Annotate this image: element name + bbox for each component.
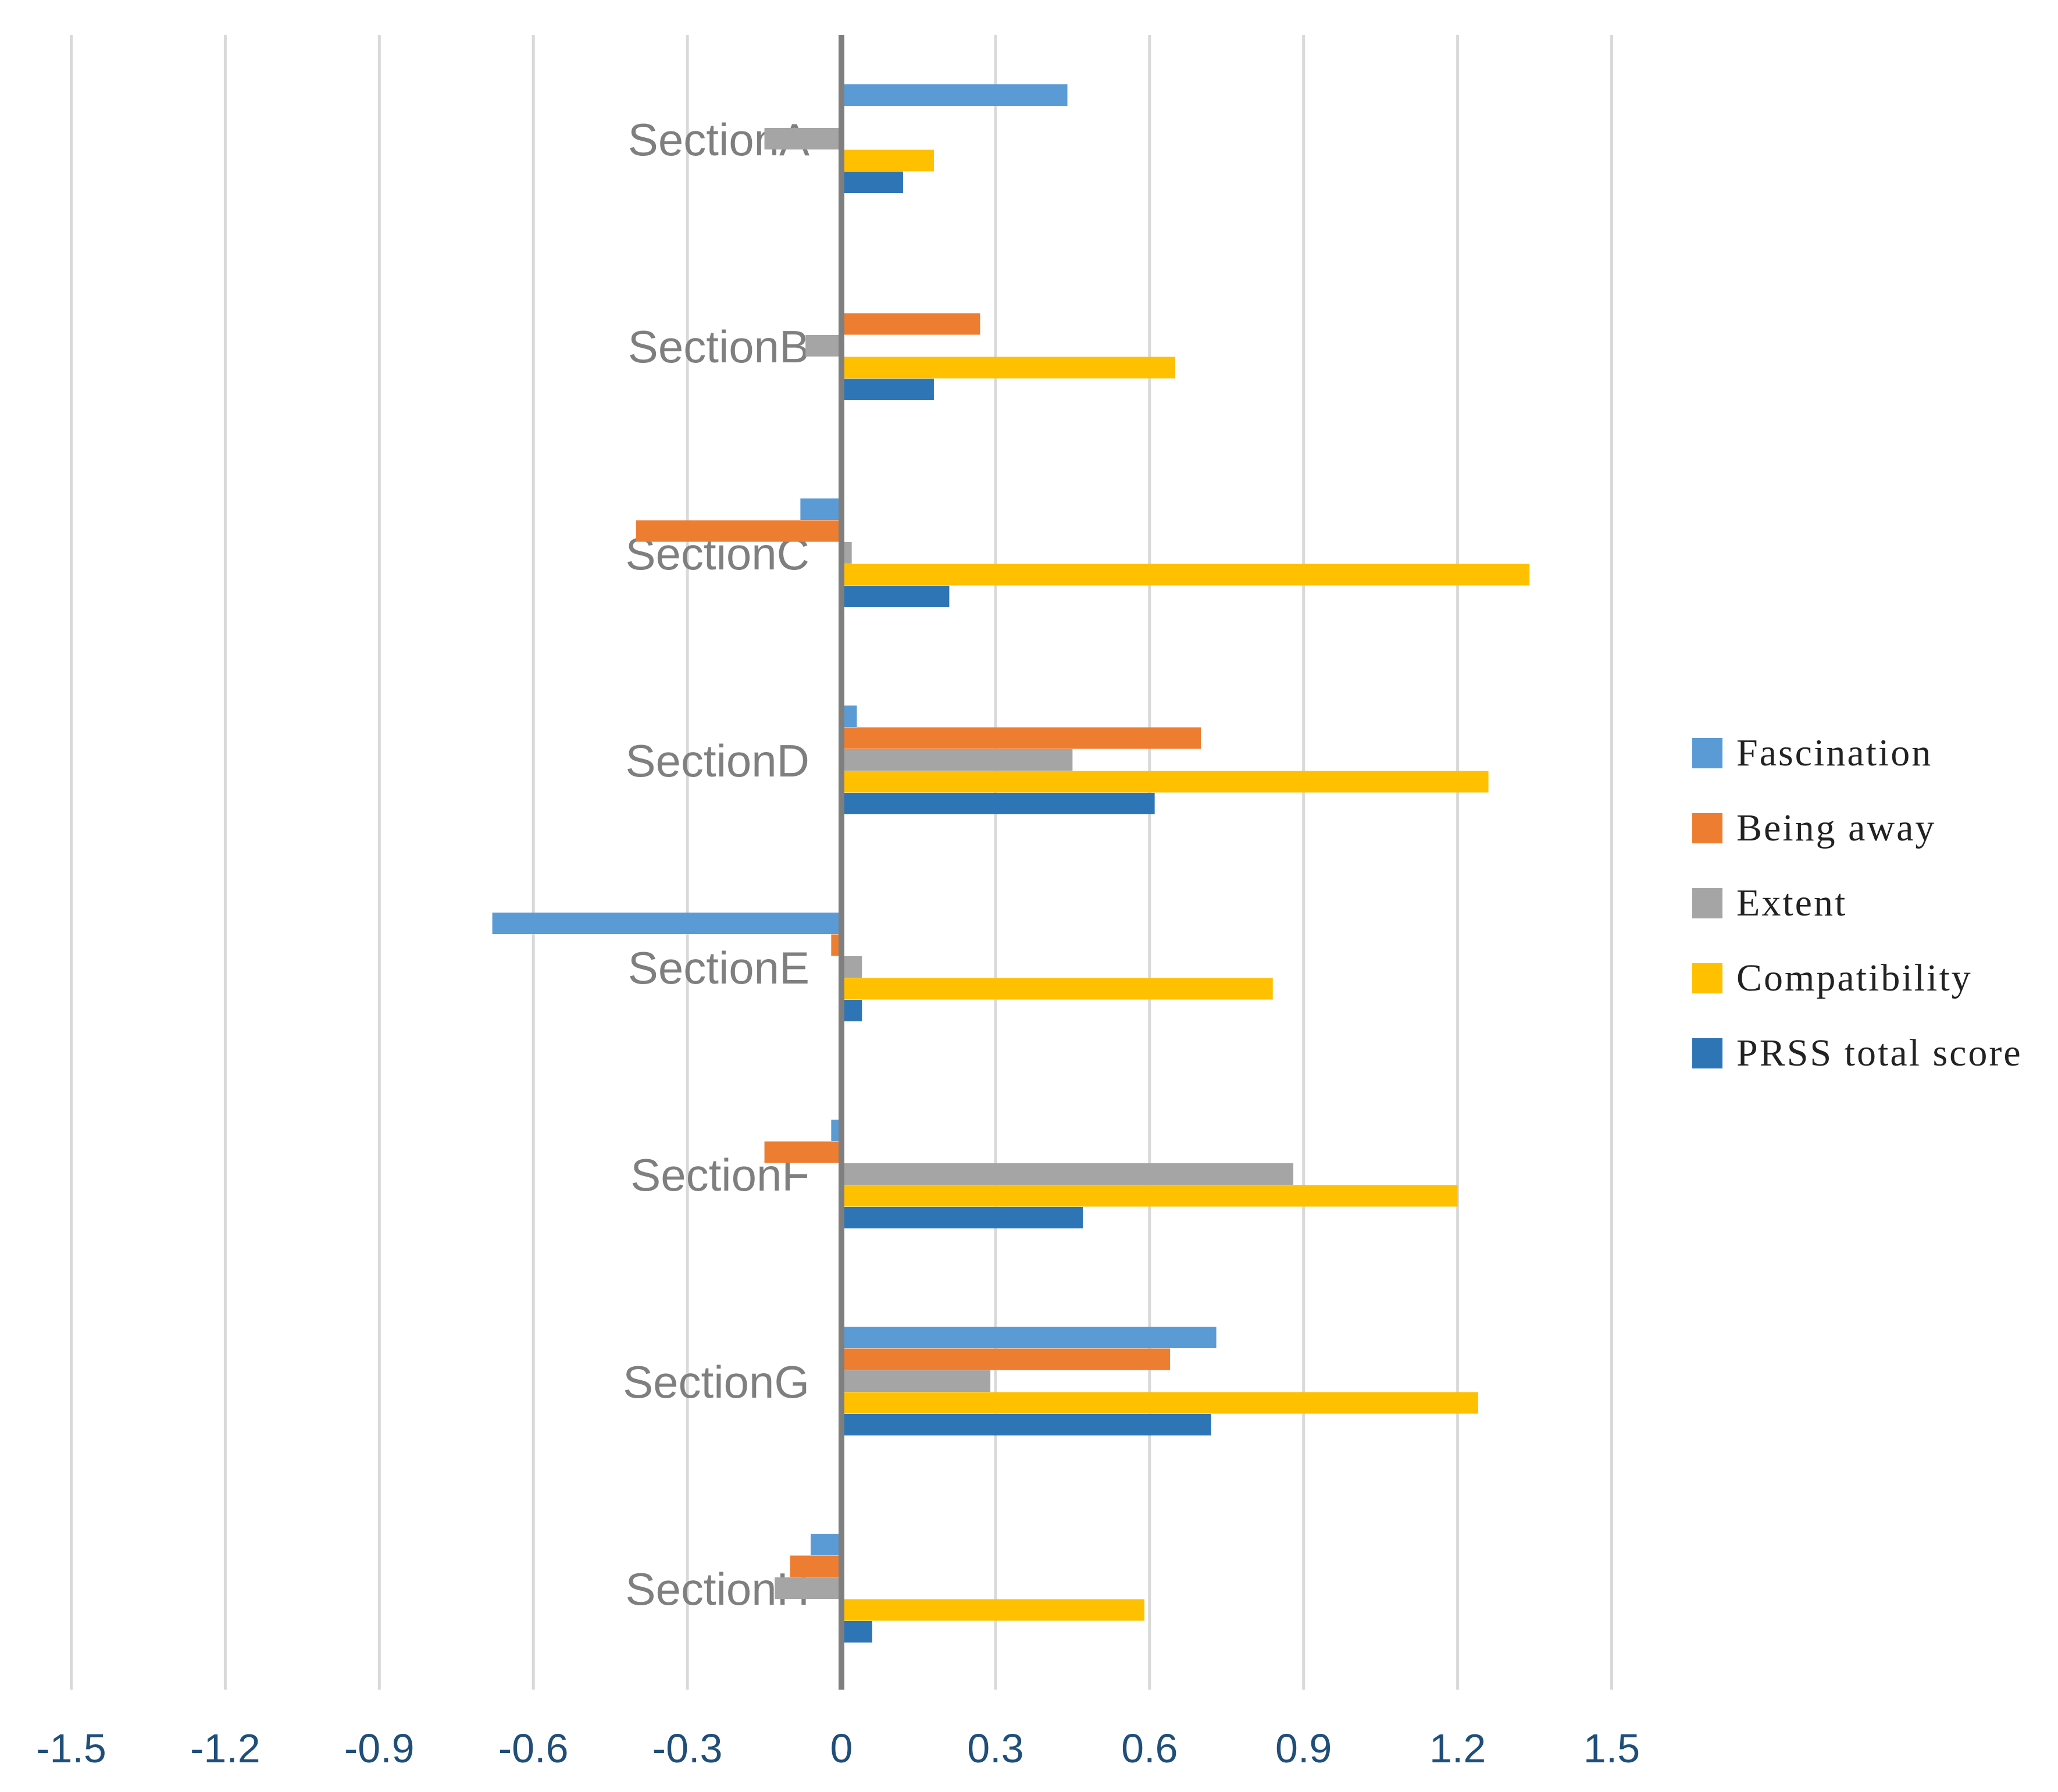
bar-sectionf-extent bbox=[841, 1163, 1294, 1185]
x-tick-label: -0.3 bbox=[652, 1726, 723, 1771]
gridlines bbox=[70, 35, 1613, 1690]
bar-sectionf-compatibility bbox=[841, 1185, 1458, 1207]
bar-sectiond-extent bbox=[841, 749, 1073, 771]
category-labels: SectionASectionBSectionCSectionDSectionE… bbox=[623, 114, 809, 1615]
x-tick-label: -1.5 bbox=[36, 1726, 106, 1771]
bar-sectionf-being-away bbox=[764, 1141, 841, 1163]
bar-sectiong-compatibility bbox=[841, 1392, 1478, 1414]
bars bbox=[492, 84, 1530, 1643]
bar-sectione-fascination bbox=[492, 913, 841, 934]
legend-label-being-away: Being away bbox=[1736, 806, 1936, 849]
legend-swatch bbox=[1692, 1038, 1722, 1068]
bar-sectione-prss-total-score bbox=[841, 1000, 862, 1021]
legend-swatch bbox=[1692, 738, 1722, 768]
bar-sectiong-extent bbox=[841, 1370, 991, 1392]
x-tick-label: 0.9 bbox=[1275, 1726, 1332, 1771]
legend-item: Compatibility bbox=[1692, 940, 2023, 1016]
bar-sectionb-compatibility bbox=[841, 357, 1175, 379]
bar-sectionb-being-away bbox=[841, 313, 980, 335]
x-tick-label: 1.2 bbox=[1429, 1726, 1486, 1771]
legend-item: Fascination bbox=[1692, 715, 2023, 790]
category-label-sectionb: SectionB bbox=[628, 321, 809, 372]
x-tick-label: 0 bbox=[830, 1726, 853, 1771]
x-tick-label: -0.6 bbox=[498, 1726, 569, 1771]
category-label-sectiong: SectionG bbox=[623, 1356, 809, 1408]
legend-swatch bbox=[1692, 963, 1722, 993]
bar-sectionb-extent bbox=[805, 335, 841, 357]
x-axis-tick-labels: -1.5 -1.2 -0.9 -0.6 -0.3 0 0.3 0.6 0.9 1.2 1.5 bbox=[36, 1726, 1640, 1771]
category-label-sectiond: SectionD bbox=[626, 735, 810, 786]
bar-sectiond-prss-total-score bbox=[841, 793, 1155, 814]
bar-sectionf-prss-total-score bbox=[841, 1207, 1083, 1228]
bar-sectionc-being-away bbox=[636, 520, 841, 542]
bar-sectionc-prss-total-score bbox=[841, 586, 950, 607]
x-tick-label: 0.6 bbox=[1121, 1726, 1178, 1771]
bar-sectiona-fascination bbox=[841, 84, 1068, 106]
bar-sectione-extent bbox=[841, 956, 862, 978]
legend-label-extent: Extent bbox=[1736, 881, 1847, 924]
legend-item: Extent bbox=[1692, 865, 2023, 940]
x-tick-label: -1.2 bbox=[190, 1726, 261, 1771]
legend-label-prss-total-score: PRSS total score bbox=[1736, 1031, 2023, 1074]
bar-sectionh-compatibility bbox=[841, 1599, 1144, 1621]
bar-sectionh-extent bbox=[775, 1577, 841, 1599]
bar-sectiona-extent bbox=[764, 128, 841, 149]
legend-swatch bbox=[1692, 888, 1722, 918]
x-tick-label: -0.9 bbox=[344, 1726, 415, 1771]
legend-label-fascination: Fascination bbox=[1736, 731, 1933, 774]
legend-item: PRSS total score bbox=[1692, 1016, 2023, 1091]
bar-sectiond-compatibility bbox=[841, 771, 1489, 793]
legend-label-compatibility: Compatibility bbox=[1736, 956, 1973, 999]
bar-sectionb-prss-total-score bbox=[841, 379, 934, 400]
legend-swatch bbox=[1692, 813, 1722, 843]
bar-sectionh-fascination bbox=[811, 1534, 841, 1555]
bar-sectiong-fascination bbox=[841, 1327, 1217, 1348]
bar-sectiong-prss-total-score bbox=[841, 1414, 1211, 1435]
bar-sectionc-fascination bbox=[800, 498, 841, 520]
bar-sectiong-being-away bbox=[841, 1348, 1171, 1370]
legend: Fascination Being away Extent Compatibil… bbox=[1692, 715, 2023, 1091]
bar-sectionc-compatibility bbox=[841, 564, 1530, 586]
bar-sectione-compatibility bbox=[841, 978, 1273, 1000]
x-tick-label: 0.3 bbox=[967, 1726, 1023, 1771]
category-label-sectione: SectionE bbox=[628, 942, 809, 993]
bar-sectiona-compatibility bbox=[841, 149, 934, 172]
bar-sectionh-prss-total-score bbox=[841, 1621, 872, 1643]
legend-item: Being away bbox=[1692, 790, 2023, 865]
bar-sectiond-being-away bbox=[841, 727, 1201, 749]
bar-sectionh-being-away bbox=[790, 1555, 841, 1577]
bar-sectiona-prss-total-score bbox=[841, 172, 903, 193]
x-tick-label: 1.5 bbox=[1583, 1726, 1640, 1771]
